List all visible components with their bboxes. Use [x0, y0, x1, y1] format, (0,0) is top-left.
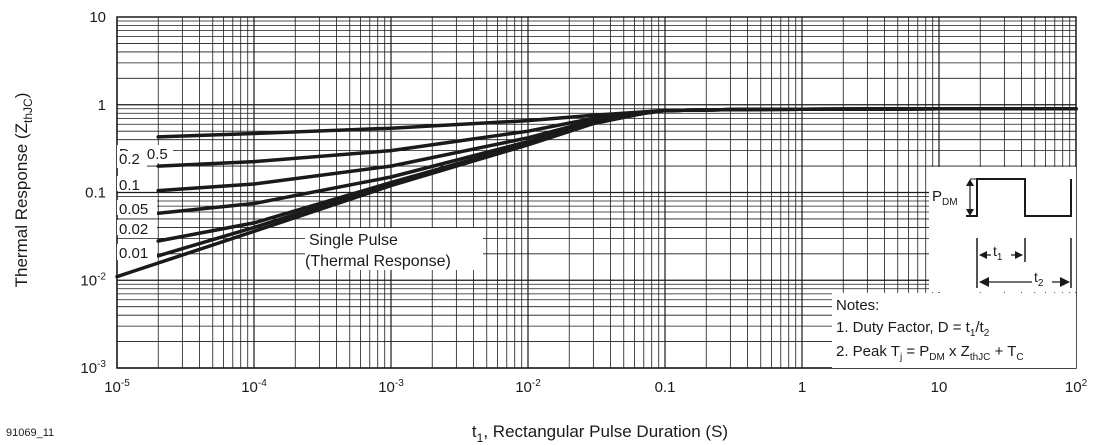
x-tick-label: 102 [1065, 378, 1088, 396]
x-tick-label: 0.1 [655, 379, 676, 396]
figure-id: 91069_11 [6, 427, 54, 439]
y-tick-label: 1 [98, 97, 106, 114]
y-tick-label: 10 [89, 9, 106, 26]
notes-title: Notes: [836, 297, 879, 314]
x-tick-label: 10-3 [378, 378, 404, 396]
x-tick-label: 10-4 [241, 378, 267, 396]
series-group [115, 107, 1078, 279]
t1-label: t1 [993, 243, 1003, 263]
y-tick-label: 10-3 [80, 359, 106, 377]
y-tick-label: 10-2 [80, 271, 106, 289]
grid [116, 17, 1076, 369]
curve-label-d001: 0.01 [119, 245, 148, 262]
x-axis-title: t1, Rectangular Pulse Duration (S) [472, 422, 728, 445]
pdm-label: PDM [932, 188, 958, 208]
x-tick-label: 10-5 [104, 378, 130, 396]
notes-line2: 2. Peak Tj = PDM x ZthJC + TC [836, 343, 1024, 363]
pulse-waveform [966, 178, 1072, 217]
x-tick-label: 1 [798, 379, 806, 396]
single-pulse-label-line2: (Thermal Response) [305, 253, 451, 270]
notes-box: Notes: 1. Duty Factor, D = t1/t2 2. Peak… [832, 293, 1076, 368]
curve-labels: D = 0.5 0.2 0.1 0.05 0.02 0.01 Single Pu… [117, 145, 483, 270]
single-pulse-label-line1: Single Pulse [309, 232, 398, 249]
series-line-6 [115, 107, 1078, 279]
y-tick-labels: 10-3 10-2 0.1 1 10 [80, 9, 106, 377]
t2-label: t2 [1034, 269, 1044, 289]
curve-label-d002: 0.02 [119, 221, 148, 238]
curve-label-d01: 0.1 [119, 177, 140, 194]
x-tick-label: 10-2 [515, 378, 541, 396]
notes-line1: 1. Duty Factor, D = t1/t2 [836, 319, 990, 339]
x-tick-labels: 10-5 10-4 10-3 10-2 0.1 1 10 102 [104, 378, 1087, 396]
x-tick-label: 10 [931, 379, 948, 396]
curve-label-d02: 0.2 [119, 151, 140, 168]
y-tick-label: 0.1 [85, 185, 106, 202]
pulse-diagram-inset: PDM t1 t2 [929, 167, 1076, 292]
y-axis-title: Thermal Response (ZthJC) [12, 93, 35, 288]
curve-label-d005: 0.05 [119, 201, 148, 218]
